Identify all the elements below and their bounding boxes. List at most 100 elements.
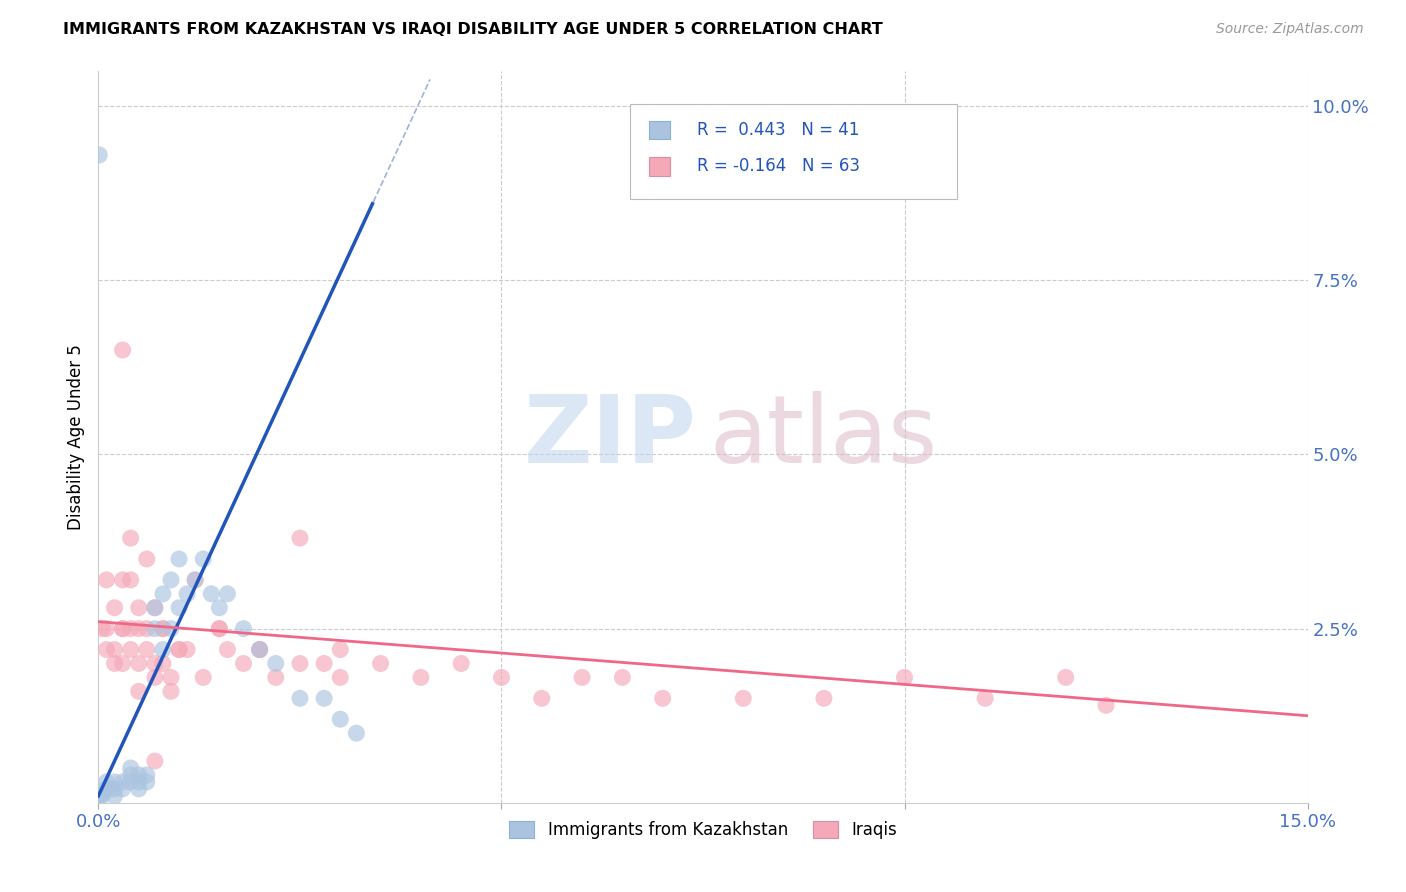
Point <box>160 684 183 698</box>
Point <box>91 622 114 636</box>
Point <box>96 573 118 587</box>
Point <box>370 657 392 671</box>
Point <box>103 642 125 657</box>
Point <box>128 622 150 636</box>
Point <box>249 642 271 657</box>
Point <box>184 573 207 587</box>
Point <box>288 691 311 706</box>
Point <box>329 642 352 657</box>
Point <box>111 343 134 357</box>
Point <box>167 642 190 657</box>
Point <box>813 691 835 706</box>
Point <box>120 761 142 775</box>
Point <box>103 775 125 789</box>
Point <box>91 789 114 803</box>
Point <box>193 552 215 566</box>
Point <box>89 789 111 803</box>
Point <box>128 775 150 789</box>
Point <box>111 781 134 796</box>
Point <box>612 670 634 684</box>
FancyBboxPatch shape <box>648 157 669 176</box>
Point <box>314 691 336 706</box>
Point <box>176 642 198 657</box>
Text: R = -0.164   N = 63: R = -0.164 N = 63 <box>697 158 860 176</box>
Point <box>143 754 166 768</box>
Point <box>232 657 254 671</box>
Point <box>111 657 134 671</box>
Point <box>89 148 111 162</box>
Point <box>135 768 157 782</box>
Point <box>530 691 553 706</box>
Point <box>128 768 150 782</box>
Point <box>143 657 166 671</box>
Point <box>249 642 271 657</box>
Point <box>491 670 513 684</box>
Point <box>167 552 190 566</box>
Point <box>111 622 134 636</box>
Point <box>193 670 215 684</box>
Point <box>143 600 166 615</box>
Point <box>974 691 997 706</box>
Point <box>120 775 142 789</box>
Point <box>208 600 231 615</box>
Point <box>232 622 254 636</box>
Point <box>571 670 593 684</box>
Point <box>120 531 142 545</box>
Text: Source: ZipAtlas.com: Source: ZipAtlas.com <box>1216 22 1364 37</box>
Point <box>89 789 111 803</box>
Point <box>152 622 174 636</box>
Point <box>103 789 125 803</box>
Point <box>100 781 122 796</box>
Point <box>143 600 166 615</box>
Point <box>450 657 472 671</box>
Point <box>314 657 336 671</box>
Text: ZIP: ZIP <box>524 391 697 483</box>
Point <box>329 670 352 684</box>
Point <box>152 657 174 671</box>
Point <box>264 657 287 671</box>
Point <box>128 684 150 698</box>
Point <box>200 587 222 601</box>
Point <box>409 670 432 684</box>
Point <box>96 775 118 789</box>
Point <box>249 642 271 657</box>
Point <box>96 642 118 657</box>
Point <box>167 600 190 615</box>
Point <box>135 775 157 789</box>
Point <box>135 642 157 657</box>
Point <box>103 657 125 671</box>
Point <box>120 642 142 657</box>
Point <box>152 642 174 657</box>
Point <box>651 691 673 706</box>
Point <box>208 622 231 636</box>
Point <box>344 726 367 740</box>
Point <box>264 670 287 684</box>
Point <box>152 587 174 601</box>
Point <box>167 642 190 657</box>
Point <box>143 622 166 636</box>
Point <box>160 670 183 684</box>
Point <box>120 622 142 636</box>
Point <box>217 587 239 601</box>
Text: R =  0.443   N = 41: R = 0.443 N = 41 <box>697 121 859 139</box>
Point <box>111 573 134 587</box>
Point <box>152 622 174 636</box>
Point <box>288 531 311 545</box>
Point <box>96 781 118 796</box>
Point <box>184 573 207 587</box>
FancyBboxPatch shape <box>630 104 957 200</box>
Text: IMMIGRANTS FROM KAZAKHSTAN VS IRAQI DISABILITY AGE UNDER 5 CORRELATION CHART: IMMIGRANTS FROM KAZAKHSTAN VS IRAQI DISA… <box>63 22 883 37</box>
Point <box>733 691 755 706</box>
Point <box>128 657 150 671</box>
Point <box>103 600 125 615</box>
Point <box>1054 670 1077 684</box>
Point <box>217 642 239 657</box>
Point <box>111 622 134 636</box>
Point <box>176 587 198 601</box>
Point <box>111 775 134 789</box>
Point <box>103 781 125 796</box>
Point <box>135 552 157 566</box>
Point <box>96 622 118 636</box>
Point <box>208 622 231 636</box>
Point <box>893 670 915 684</box>
